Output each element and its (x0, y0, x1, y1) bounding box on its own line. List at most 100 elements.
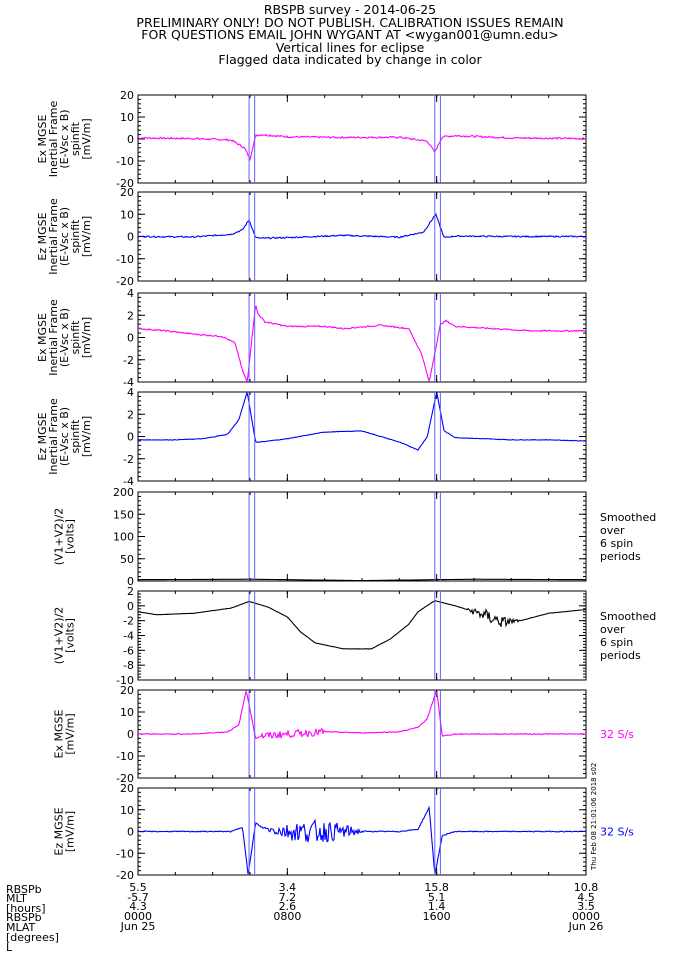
y-tick-label: -10 (116, 674, 134, 687)
right-label: 32 S/s (600, 728, 634, 741)
y-tick-label: 0 (127, 431, 134, 444)
panel-frame (137, 590, 587, 681)
panel-frame (137, 391, 587, 482)
right-label: 6 spin (600, 636, 633, 649)
right-label: over (600, 623, 625, 636)
y-axis-label: spinfit (69, 419, 82, 454)
panel-frame (137, 292, 587, 383)
y-tick-label: 2 (127, 309, 134, 322)
y-tick-label: -20 (116, 275, 134, 288)
y-tick-label: 0 (127, 133, 134, 146)
y-axis-label: Inertial Frame (47, 198, 60, 275)
y-tick-label: 20 (120, 684, 134, 697)
y-axis-label: Ex MGSE (36, 114, 49, 163)
y-axis-label: (V1+V2)/2 (53, 508, 66, 566)
y-tick-label: 200 (113, 486, 134, 499)
y-axis-label: Inertial Frame (47, 299, 60, 376)
y-tick-label: 0 (127, 332, 134, 345)
y-tick-label: 20 (120, 782, 134, 795)
y-tick-label: 2 (127, 408, 134, 421)
series-line (138, 578, 586, 581)
y-tick-label: 10 (120, 208, 134, 221)
y-tick-label: 0 (127, 826, 134, 839)
y-tick-label: 10 (120, 111, 134, 124)
y-axis-label: (V1+V2)/2 (53, 607, 66, 665)
y-axis-label: [mV/m] (80, 416, 93, 457)
series-line (138, 213, 586, 240)
y-tick-label: -8 (123, 659, 134, 672)
y-axis-label: Ez MGSE (36, 212, 49, 260)
y-axis-label: [volts] (64, 618, 77, 653)
y-tick-label: -20 (116, 869, 134, 882)
y-axis-label: [mV/m] (64, 811, 77, 852)
y-tick-label: 4 (127, 386, 134, 399)
y-tick-label: -10 (116, 253, 134, 266)
y-tick-label: 0 (127, 728, 134, 741)
y-axis-label: Ex MGSE (53, 709, 66, 758)
y-axis-label: Inertial Frame (47, 398, 60, 475)
y-tick-label: -4 (123, 475, 134, 488)
y-tick-label: 0 (127, 600, 134, 613)
y-tick-label: -10 (116, 847, 134, 860)
series-line (138, 599, 586, 650)
series-line (138, 392, 586, 451)
series-line (138, 805, 586, 875)
y-tick-label: 20 (120, 186, 134, 199)
y-tick-label: 0 (127, 575, 134, 588)
right-label: 6 spin (600, 537, 633, 550)
chart-header: RBSPB survey - 2014-06-25 PRELIMINARY ON… (0, 2, 700, 67)
y-tick-label: 10 (120, 804, 134, 817)
y-tick-label: -10 (116, 155, 134, 168)
right-label: 32 S/s (600, 826, 634, 839)
y-tick-label: 150 (113, 508, 134, 521)
series-line (138, 133, 586, 162)
y-tick-label: 20 (120, 89, 134, 102)
panel-frame (137, 491, 587, 582)
right-label: periods (600, 550, 641, 563)
y-axis-label: spinfit (69, 121, 82, 156)
y-tick-label: -4 (123, 376, 134, 389)
y-tick-label: -2 (123, 453, 134, 466)
contact-line: FOR QUESTIONS EMAIL JOHN WYGANT AT <wyga… (141, 27, 559, 42)
series-line (138, 690, 586, 740)
y-tick-label: 50 (120, 553, 134, 566)
side-stamp: Thu Feb 08 21:01:06 2018 s02 (590, 763, 598, 871)
y-axis-label: [mV/m] (80, 216, 93, 257)
flag-note: Flagged data indicated by change in colo… (218, 52, 482, 67)
eclipse-note: Vertical lines for eclipse (275, 39, 425, 55)
right-label: Smoothed (600, 511, 656, 524)
y-axis-label: (E-Vsc x B) (58, 407, 71, 466)
y-tick-label: -2 (123, 354, 134, 367)
right-label: over (600, 524, 625, 537)
y-axis-label: spinfit (69, 219, 82, 254)
y-tick-label: 10 (120, 706, 134, 719)
right-label: Smoothed (600, 610, 656, 623)
y-tick-label: 4 (127, 287, 134, 300)
right-label: periods (600, 649, 641, 662)
y-axis-label: (E-Vsc x B) (58, 207, 71, 266)
y-axis-label: [mV/m] (64, 713, 77, 754)
chart-title: RBSPB survey - 2014-06-25 (263, 2, 437, 17)
y-axis-label: (E-Vsc x B) (58, 109, 71, 168)
y-tick-label: 2 (127, 585, 134, 598)
y-axis-label: spinfit (69, 320, 82, 355)
y-axis-label: Ez MGSE (53, 807, 66, 855)
y-tick-label: -2 (123, 615, 134, 628)
y-tick-label: 100 (113, 531, 134, 544)
y-tick-label: -4 (123, 630, 134, 643)
y-axis-label: Ez MGSE (36, 412, 49, 460)
y-axis-label: [volts] (64, 519, 77, 554)
y-axis-label: Inertial Frame (47, 101, 60, 178)
y-axis-label: [mV/m] (80, 118, 93, 159)
y-tick-label: -6 (123, 644, 134, 657)
y-tick-label: -20 (116, 177, 134, 190)
y-axis-label: [mV/m] (80, 317, 93, 358)
y-axis-label: Ex MGSE (36, 313, 49, 362)
warning-line: PRELIMINARY ONLY! DO NOT PUBLISH. CALIBR… (136, 14, 564, 30)
y-tick-label: -20 (116, 772, 134, 785)
y-tick-label: 0 (127, 231, 134, 244)
y-axis-label: (E-Vsc x B) (58, 308, 71, 367)
y-tick-label: -10 (116, 750, 134, 763)
series-line (138, 305, 586, 382)
